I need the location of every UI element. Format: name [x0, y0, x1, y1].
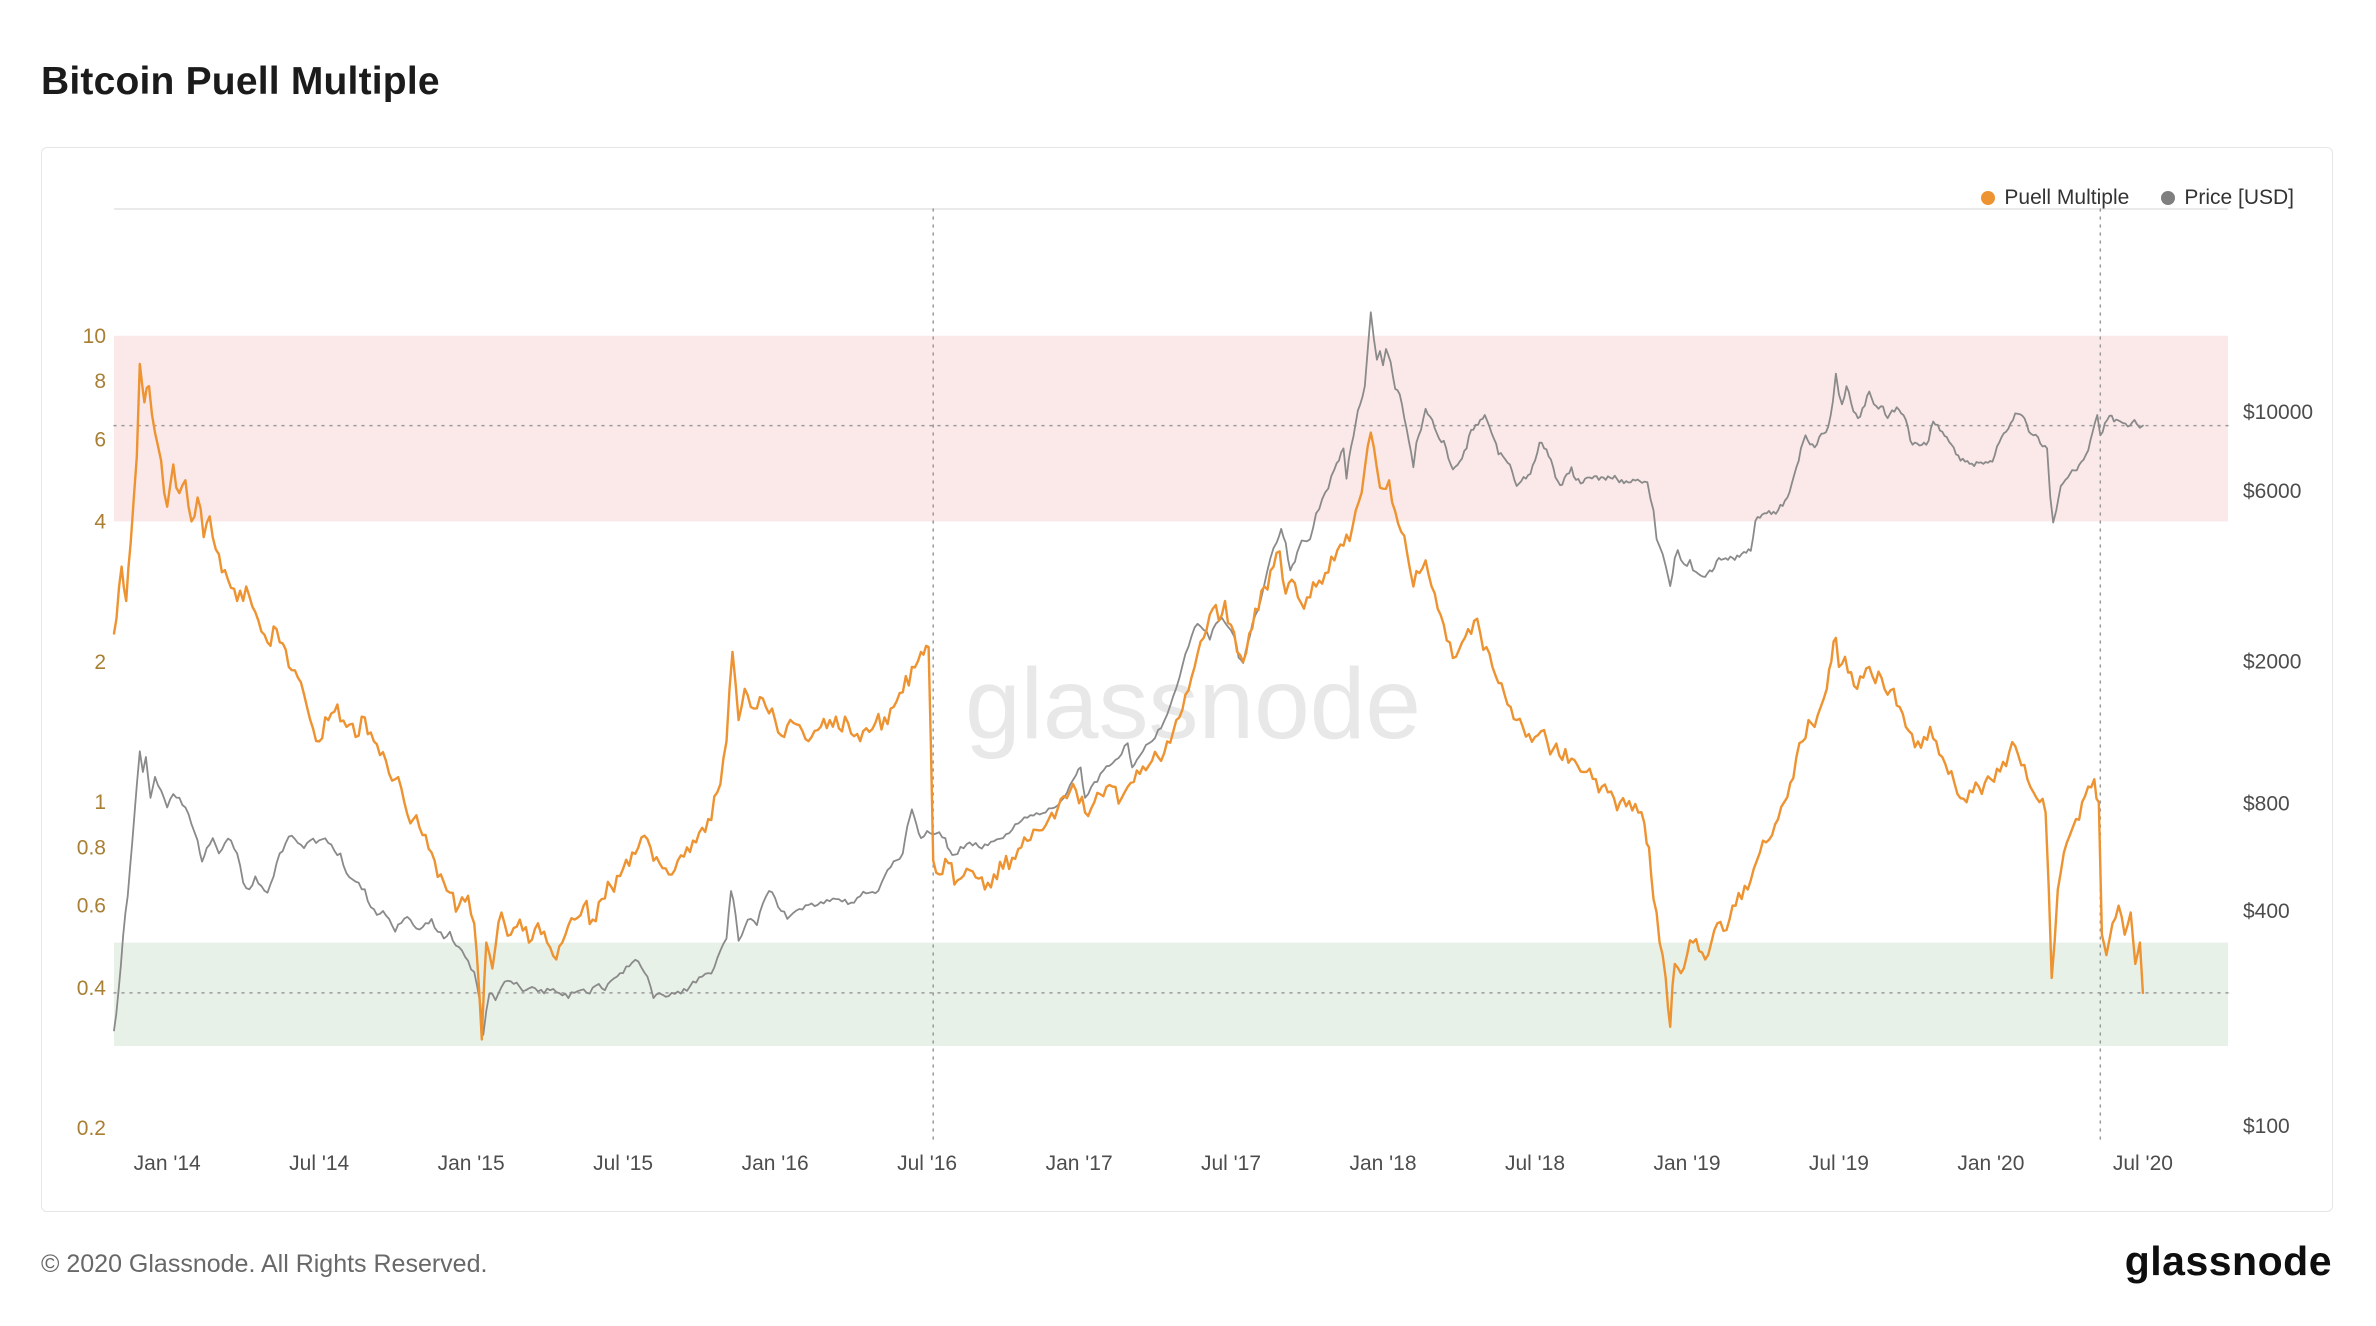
watermark: glassnode: [965, 648, 1421, 760]
x-axis-tick: Jan '17: [1046, 1152, 1113, 1175]
y-left-tick: 8: [94, 370, 106, 393]
y-left-tick: 0.6: [77, 895, 106, 918]
x-axis-tick: Jul '14: [289, 1152, 349, 1175]
legend-dot-icon: [1981, 191, 1996, 205]
y-left-tick: 6: [94, 428, 106, 451]
x-axis-tick: Jan '15: [438, 1152, 505, 1175]
chart-axes-layer: 10 8 6 4 2 1 0.8 0.6 0.4 0.2 $10000 $6000 $2000 $800 $…: [77, 325, 2313, 1175]
x-axis-tick: Jul '16: [897, 1152, 957, 1175]
x-axis-tick: Jul '20: [2113, 1152, 2173, 1175]
chart-bands-layer: [114, 335, 2228, 1047]
x-axis-tick: Jul '17: [1201, 1152, 1261, 1175]
y-right-tick: $400: [2243, 900, 2290, 923]
footer-copyright: © 2020 Glassnode. All Rights Reserved.: [41, 1250, 488, 1278]
series-line-puell-multiple: [112, 362, 2145, 1041]
x-axis-tick: Jan '20: [1957, 1152, 2024, 1175]
x-axis-tick: Jul '19: [1809, 1152, 1869, 1175]
y-left-tick: 1: [94, 791, 106, 814]
x-axis-tick: Jan '19: [1653, 1152, 1720, 1175]
glassnode-logo[interactable]: glassnode: [2124, 1238, 2332, 1284]
y-left-tick: 4: [94, 510, 106, 533]
chart-legend: Puell Multiple Price [USD]: [1981, 186, 2294, 210]
x-axis-tick: Jul '18: [1505, 1152, 1565, 1175]
y-left-tick: 0.2: [77, 1117, 106, 1140]
x-axis-tick: Jan '18: [1349, 1152, 1416, 1175]
legend-item-price-usd[interactable]: Price [USD]: [2161, 186, 2294, 210]
y-right-tick: $2000: [2243, 650, 2301, 673]
legend-label: Price [USD]: [2184, 186, 2294, 209]
plot-hover-region[interactable]: [114, 209, 2228, 1144]
legend-item-puell-multiple[interactable]: Puell Multiple: [1981, 186, 2129, 210]
page-title: Bitcoin Puell Multiple: [41, 60, 440, 104]
y-right-tick: $10000: [2243, 401, 2313, 424]
legend-label: Puell Multiple: [2004, 186, 2130, 209]
overheated-zone-band: [114, 335, 2228, 522]
chart-series-layer: [112, 311, 2145, 1041]
x-axis-tick: Jan '14: [134, 1152, 201, 1175]
x-axis-tick: Jul '15: [593, 1152, 653, 1175]
y-left-tick: 0.8: [77, 836, 106, 859]
y-left-tick: 10: [83, 325, 106, 348]
y-left-tick: 2: [94, 651, 106, 674]
chart-gridlines-layer: [113, 208, 2229, 1145]
y-left-tick: 0.4: [77, 977, 107, 1000]
x-axis-tick: Jan '16: [742, 1152, 809, 1175]
y-right-tick: $800: [2243, 793, 2290, 816]
y-right-tick: $100: [2243, 1115, 2290, 1138]
legend-dot-icon: [2161, 191, 2176, 205]
y-right-tick: $6000: [2243, 480, 2301, 503]
